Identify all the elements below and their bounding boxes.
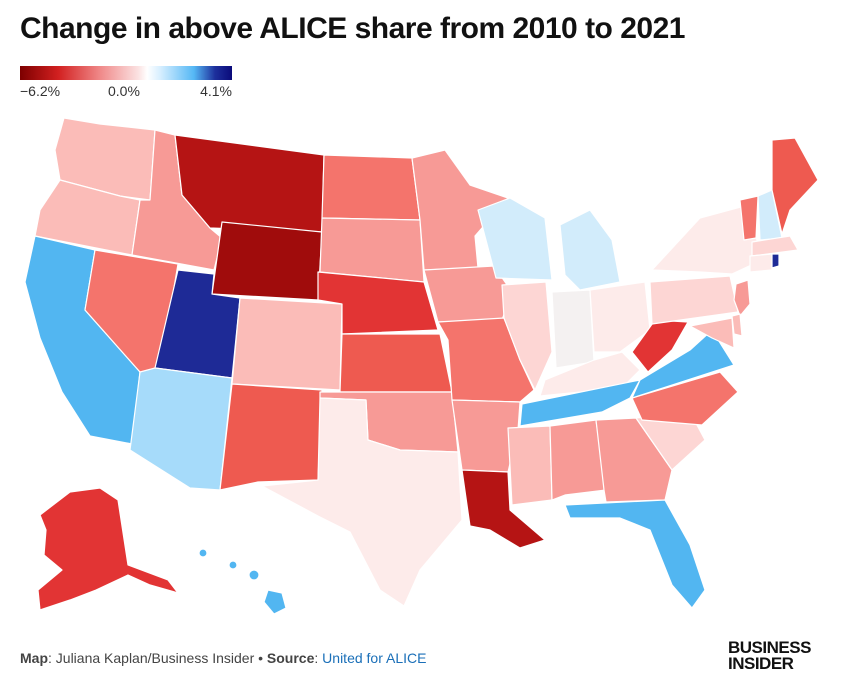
legend-mid-label: 0.0%	[108, 83, 140, 99]
state-hawaii-kauai[interactable]	[198, 548, 208, 558]
state-maine[interactable]	[771, 137, 819, 235]
map-credit-label: Map	[20, 650, 48, 666]
state-colorado[interactable]	[231, 297, 343, 391]
state-wisconsin[interactable]	[477, 197, 553, 281]
state-hawaii-oahu[interactable]	[228, 560, 238, 570]
state-indiana[interactable]	[551, 289, 595, 369]
state-ohio[interactable]	[589, 281, 651, 353]
brand-line-2: INSIDER	[728, 654, 794, 673]
state-wyoming[interactable]	[211, 221, 323, 301]
source-sep: :	[314, 650, 323, 666]
source-link[interactable]: United for ALICE	[322, 650, 427, 666]
state-maryland[interactable]	[689, 317, 735, 349]
state-minnesota[interactable]	[411, 149, 509, 271]
business-insider-logo[interactable]: BUSINESS INSIDER	[728, 638, 811, 673]
state-vermont[interactable]	[739, 195, 759, 241]
state-rhode-island[interactable]	[771, 253, 780, 269]
state-alaska[interactable]	[37, 487, 179, 611]
state-kansas[interactable]	[339, 333, 453, 393]
state-delaware[interactable]	[731, 313, 743, 337]
color-legend: −6.2% 0.0% 4.1%	[20, 66, 232, 101]
state-connecticut[interactable]	[749, 253, 773, 273]
state-west-virginia[interactable]	[631, 319, 689, 373]
state-illinois[interactable]	[501, 281, 553, 391]
state-new-jersey[interactable]	[733, 279, 751, 317]
state-texas[interactable]	[261, 397, 463, 607]
state-florida[interactable]	[564, 499, 706, 609]
legend-max-label: 4.1%	[200, 83, 232, 99]
state-hawaii-big-island[interactable]	[263, 589, 287, 615]
state-tennessee[interactable]	[519, 379, 641, 427]
state-arizona[interactable]	[129, 367, 233, 491]
state-mississippi[interactable]	[507, 425, 553, 506]
state-washington[interactable]	[54, 117, 156, 201]
source-label: Source	[266, 650, 315, 666]
map-title: Change in above ALICE share from 2010 to…	[20, 12, 685, 45]
state-hawaii-maui[interactable]	[248, 569, 260, 581]
state-massachusetts[interactable]	[751, 235, 799, 257]
legend-min-label: −6.2%	[20, 83, 61, 99]
legend-gradient-bar	[20, 66, 232, 80]
state-pennsylvania[interactable]	[649, 275, 739, 325]
brand-line-1: BUSINESS	[728, 638, 811, 657]
credit-footer: Map: Juliana Kaplan/Business Insider • S…	[20, 650, 426, 666]
state-alabama[interactable]	[549, 419, 607, 501]
state-new-mexico[interactable]	[219, 383, 323, 491]
state-virginia[interactable]	[631, 329, 735, 399]
state-louisiana[interactable]	[461, 469, 546, 549]
state-north-carolina[interactable]	[631, 371, 739, 426]
state-north-dakota[interactable]	[321, 154, 421, 221]
state-south-dakota[interactable]	[319, 217, 425, 283]
state-michigan[interactable]	[559, 209, 621, 291]
map-credit-text: : Juliana Kaplan/Business Insider •	[48, 650, 267, 666]
